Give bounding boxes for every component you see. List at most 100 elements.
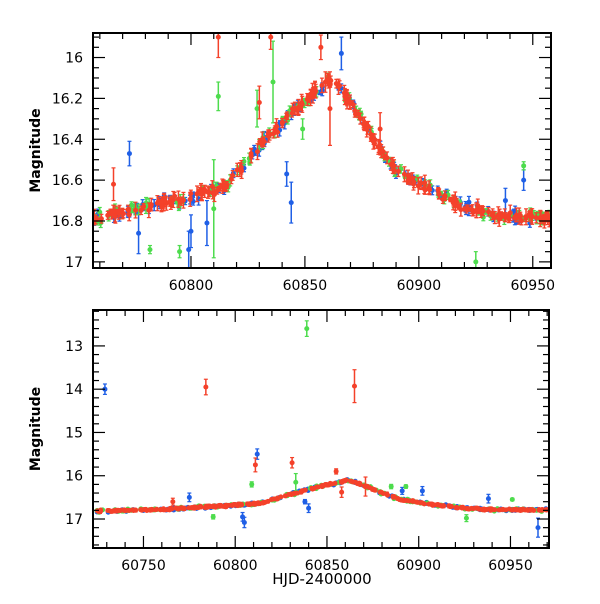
data-point [43,219,48,230]
data-point [110,509,115,514]
bottom-panel-points [95,321,550,537]
data-point [567,212,572,221]
data-point [251,501,256,506]
y-tick-label: 16.2 [52,91,83,107]
bottom-x-axis-label: HJD-2400000 [272,570,371,588]
data-point [571,215,576,226]
data-point [389,484,394,489]
data-point [16,217,21,226]
data-point [566,213,571,223]
data-point [564,209,569,222]
data-point [449,504,454,509]
data-point [216,503,221,508]
y-tick-label: 16 [65,51,83,67]
x-tick-label: 60900 [396,558,441,574]
data-point [518,508,523,513]
data-point [149,508,154,513]
data-point [37,218,42,227]
y-tick-label: 17 [65,255,83,271]
data-point [246,502,251,507]
data-point [521,170,526,190]
x-tick-label: 60750 [121,558,166,574]
data-point [147,246,152,254]
data-point [462,206,467,211]
data-point [561,216,566,222]
data-point [419,500,424,505]
data-point [38,217,43,224]
data-point [203,379,208,395]
data-point [402,498,407,503]
data-point [249,482,254,487]
data-point [559,217,564,225]
data-point [566,218,571,224]
data-point [36,215,41,229]
data-point [105,508,110,513]
data-point [570,214,575,220]
data-point [339,487,344,497]
data-point [559,212,564,223]
data-point [39,221,44,226]
data-point [261,500,266,505]
data-point [271,497,276,502]
y-tick-label: 16.8 [52,214,83,230]
data-point [300,119,305,139]
data-point [84,215,89,220]
data-point [553,220,558,225]
data-point [36,220,41,226]
data-point [348,479,353,484]
data-point [211,514,216,519]
data-point [142,507,147,512]
data-point [562,217,567,224]
y-tick-label: 15 [65,425,83,441]
data-point [83,212,88,224]
data-point [552,215,557,222]
data-point [529,507,534,512]
data-point [552,220,557,225]
data-point [289,182,294,223]
data-point [475,506,480,511]
data-point [473,252,478,272]
data-point [25,222,30,227]
data-point [18,222,23,231]
data-point [486,494,491,503]
data-point [567,211,572,223]
data-point [381,491,386,496]
data-point [454,505,459,510]
data-point [554,211,559,222]
data-point [177,246,182,258]
data-point [521,162,526,170]
data-point [290,458,295,468]
data-point [370,487,375,492]
data-point [25,217,30,231]
data-point [562,219,567,225]
y-tick-label: 16.4 [52,132,83,148]
data-point [464,515,469,522]
data-point [40,226,45,232]
data-point [304,321,309,337]
data-point [41,219,46,225]
data-point [560,210,565,224]
data-point [211,160,216,258]
data-point [573,212,578,224]
data-point [216,82,221,111]
data-point [560,216,565,224]
data-point [204,504,209,509]
data-point [563,217,568,229]
data-point [127,141,132,166]
data-point [575,215,580,220]
data-point [340,479,345,484]
data-point [567,215,572,222]
data-point [15,218,20,232]
data-point [461,505,466,510]
top-panel-frame [93,33,551,268]
data-point [570,216,575,226]
data-point [431,502,436,507]
data-point [334,469,339,474]
top-y-axis-label: Magnitude [28,108,44,192]
data-point [18,216,23,224]
data-point [17,219,22,224]
data-point [187,493,192,502]
data-point [392,494,397,499]
